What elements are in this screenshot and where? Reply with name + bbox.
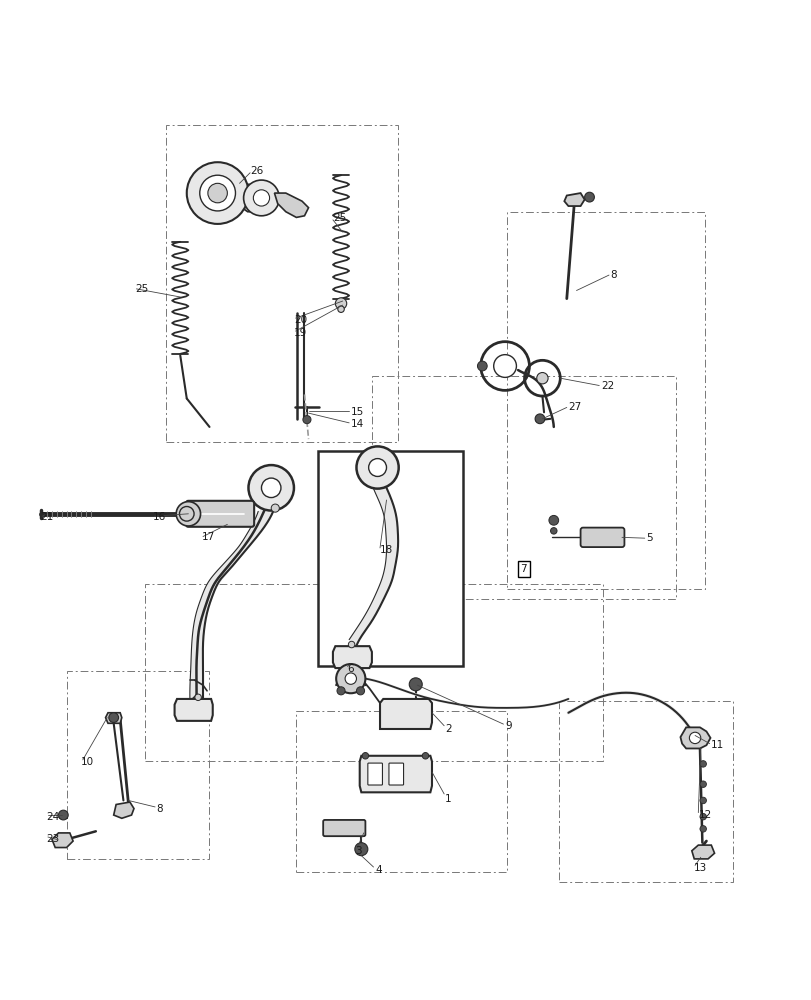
Circle shape (699, 781, 706, 787)
Text: 20: 20 (294, 315, 307, 325)
Polygon shape (564, 193, 584, 206)
Text: 25: 25 (135, 284, 148, 294)
Circle shape (477, 361, 487, 371)
Polygon shape (691, 845, 714, 859)
Polygon shape (680, 727, 710, 748)
Circle shape (271, 504, 279, 512)
Circle shape (337, 687, 345, 695)
Circle shape (243, 180, 279, 216)
Text: 9: 9 (504, 721, 511, 731)
Text: 2: 2 (444, 724, 451, 734)
Polygon shape (190, 508, 274, 701)
Text: 6: 6 (347, 664, 354, 674)
Text: 25: 25 (333, 213, 345, 223)
Circle shape (348, 641, 354, 648)
Text: 12: 12 (697, 810, 710, 820)
Circle shape (362, 753, 368, 759)
Text: 22: 22 (600, 381, 613, 391)
Circle shape (58, 810, 68, 820)
Circle shape (187, 162, 248, 224)
Circle shape (208, 183, 227, 203)
Polygon shape (239, 183, 276, 212)
Text: 18: 18 (380, 545, 393, 555)
Text: 15: 15 (350, 407, 363, 417)
Polygon shape (318, 451, 462, 666)
FancyBboxPatch shape (186, 501, 254, 527)
Text: 4: 4 (375, 865, 381, 875)
Circle shape (699, 761, 706, 767)
Bar (296, 711, 507, 872)
Circle shape (335, 298, 346, 309)
Circle shape (345, 673, 356, 684)
Text: 8: 8 (610, 270, 616, 280)
Circle shape (356, 687, 364, 695)
FancyBboxPatch shape (323, 820, 365, 836)
Circle shape (368, 459, 386, 476)
Circle shape (699, 826, 706, 832)
Circle shape (179, 506, 194, 521)
Circle shape (699, 797, 706, 804)
Circle shape (195, 694, 201, 701)
Circle shape (409, 678, 422, 691)
Text: 5: 5 (646, 533, 652, 543)
Circle shape (354, 843, 367, 856)
Circle shape (534, 414, 544, 424)
Text: 7: 7 (520, 564, 526, 574)
Text: 1: 1 (444, 794, 451, 804)
Text: 14: 14 (350, 419, 363, 429)
Circle shape (337, 306, 344, 312)
Text: 3: 3 (355, 846, 362, 856)
Circle shape (550, 528, 556, 534)
Polygon shape (52, 833, 73, 848)
Text: 13: 13 (693, 863, 706, 873)
Text: 10: 10 (81, 757, 94, 767)
Circle shape (253, 190, 269, 206)
Circle shape (303, 416, 311, 424)
Circle shape (356, 446, 398, 489)
Polygon shape (380, 699, 431, 729)
Circle shape (493, 355, 516, 377)
Text: 11: 11 (710, 740, 723, 750)
Text: 17: 17 (201, 532, 214, 542)
Polygon shape (114, 802, 134, 818)
Text: 19: 19 (294, 328, 307, 338)
Text: 24: 24 (46, 812, 59, 822)
Text: 27: 27 (568, 402, 581, 412)
Circle shape (176, 502, 200, 526)
Circle shape (261, 478, 281, 498)
Bar (558, 701, 732, 882)
Text: 21: 21 (41, 512, 54, 522)
Circle shape (248, 465, 294, 511)
Bar (67, 671, 208, 859)
FancyBboxPatch shape (580, 528, 624, 547)
Polygon shape (349, 488, 397, 648)
Circle shape (109, 713, 118, 722)
Text: 23: 23 (46, 834, 59, 844)
Bar (144, 584, 603, 761)
Bar (166, 125, 397, 442)
FancyBboxPatch shape (367, 763, 382, 785)
Circle shape (336, 664, 365, 693)
Text: 16: 16 (152, 512, 165, 522)
Text: 26: 26 (250, 166, 263, 176)
FancyBboxPatch shape (388, 763, 403, 785)
Bar (371, 376, 676, 599)
Polygon shape (174, 699, 212, 721)
Polygon shape (359, 756, 431, 792)
Circle shape (200, 175, 235, 211)
Bar (507, 212, 704, 589)
Text: 8: 8 (157, 804, 163, 814)
Circle shape (422, 753, 428, 759)
Polygon shape (105, 713, 122, 723)
Circle shape (536, 373, 547, 384)
Polygon shape (333, 646, 371, 668)
Polygon shape (274, 193, 308, 217)
Circle shape (689, 732, 700, 744)
Circle shape (699, 813, 706, 820)
Circle shape (584, 192, 594, 202)
Circle shape (548, 515, 558, 525)
